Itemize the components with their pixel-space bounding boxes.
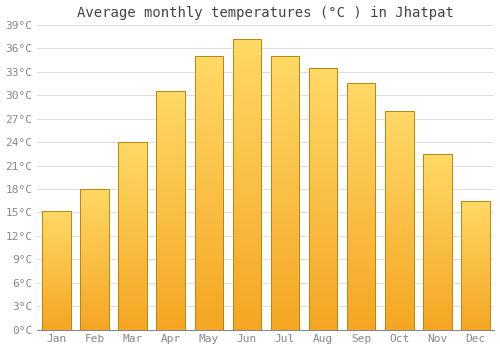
Bar — [270, 56, 300, 330]
Title: Average monthly temperatures (°C ) in Jhatpat: Average monthly temperatures (°C ) in Jh… — [78, 6, 454, 20]
Bar — [309, 68, 338, 330]
Bar — [385, 111, 414, 330]
Bar — [423, 154, 452, 330]
Bar — [80, 189, 109, 330]
Bar — [42, 211, 70, 330]
Bar — [461, 201, 490, 330]
Bar — [347, 84, 376, 330]
Bar — [194, 56, 223, 330]
Bar — [118, 142, 147, 330]
Bar — [156, 91, 185, 330]
Bar — [232, 39, 261, 330]
